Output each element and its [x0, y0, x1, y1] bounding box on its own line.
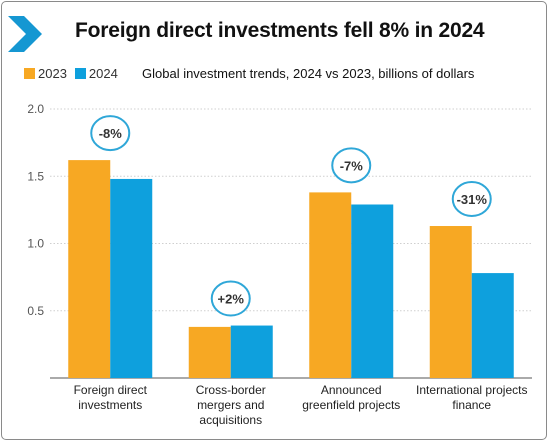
- change-label: +2%: [218, 292, 245, 307]
- x-category-label: acquisitions: [199, 413, 262, 427]
- legend-item-2023: 2023: [24, 66, 67, 81]
- legend-label-2024: 2024: [88, 66, 118, 81]
- change-circle: [331, 147, 372, 184]
- chart-title: Foreign direct investments fell 8% in 20…: [75, 19, 485, 42]
- bar-2023-0: [68, 160, 111, 378]
- x-category-label: Announced: [321, 383, 382, 397]
- chevron-right-icon: [8, 16, 42, 52]
- bar-2024-2: [351, 204, 394, 378]
- x-category-label: Cross-border: [196, 383, 266, 397]
- legend-swatch-2024: [74, 68, 86, 79]
- change-label: -8%: [99, 126, 123, 141]
- chart-subtitle: Global investment trends, 2024 vs 2023, …: [142, 66, 475, 81]
- bar-2024-0: [110, 178, 153, 378]
- y-tick-label: 2.0: [27, 102, 44, 116]
- x-category-label: mergers and: [197, 398, 264, 412]
- x-category-label: investments: [78, 398, 142, 412]
- y-tick-label: 1.5: [27, 169, 44, 183]
- y-tick-label: 1.0: [27, 237, 44, 251]
- change-circle: [90, 115, 131, 152]
- bar-2023-1: [188, 326, 231, 378]
- x-category-label: International projects: [416, 383, 527, 397]
- legend-swatch-2023: [24, 68, 35, 79]
- x-category-label: greenfield projects: [302, 398, 400, 412]
- change-circle: [451, 181, 492, 218]
- legend: 2023 2024: [24, 66, 126, 81]
- y-tick-label: 0.5: [27, 304, 44, 318]
- bar-2024-1: [230, 325, 273, 378]
- bar-2023-2: [309, 192, 352, 378]
- change-label: -31%: [457, 192, 488, 207]
- change-label: -7%: [340, 158, 364, 173]
- x-category-label: Foreign direct: [74, 383, 148, 397]
- legend-label-2023: 2023: [38, 66, 67, 81]
- legend-item-2024: 2024: [74, 66, 118, 81]
- bar-2024-3: [471, 273, 514, 378]
- bar-2023-3: [429, 226, 472, 378]
- change-circle: [210, 280, 251, 317]
- x-category-label: finance: [452, 398, 491, 412]
